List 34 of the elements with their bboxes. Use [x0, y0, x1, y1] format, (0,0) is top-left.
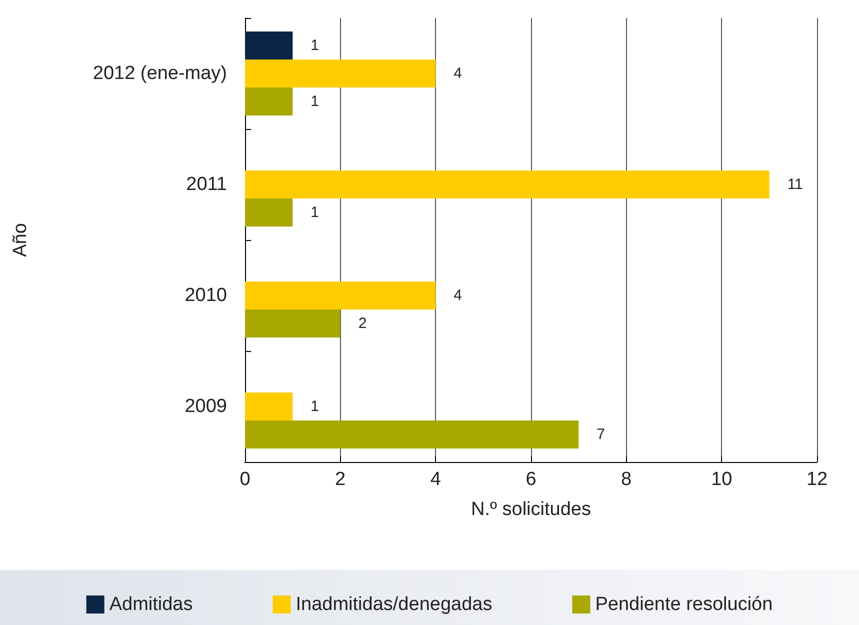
data-label: 11: [787, 176, 803, 193]
bar: [245, 310, 340, 338]
x-tick-label: 10: [711, 469, 732, 490]
x-tick-label: 4: [430, 469, 442, 490]
bar: [245, 60, 436, 88]
x-tick-label: 12: [806, 469, 828, 490]
data-label: 1: [310, 398, 320, 415]
x-tick-label: 6: [526, 469, 536, 490]
data-label: 2: [358, 315, 367, 332]
bar: [245, 420, 579, 448]
legend-label: Pendiente resolución: [595, 594, 773, 615]
y-tick-label: 2010: [184, 285, 227, 306]
bar: [245, 32, 293, 60]
data-label: 1: [310, 204, 320, 221]
data-label: 1: [310, 37, 320, 54]
data-label: 4: [454, 287, 462, 304]
data-label: 4: [454, 65, 462, 82]
x-tick-label: 8: [621, 469, 632, 490]
y-axis-title: Año: [10, 223, 31, 257]
bar: [245, 88, 293, 116]
bar: [245, 392, 293, 420]
y-tick-label: 2011: [186, 174, 227, 195]
bar: [245, 170, 770, 198]
bar: [245, 282, 436, 310]
legend-label: Admitidas: [109, 594, 193, 615]
x-axis-title: N.º solicitudes: [471, 499, 591, 520]
bar: [245, 198, 293, 226]
x-tick-label: 2: [335, 469, 346, 490]
y-tick-label: 2012 (ene-may): [92, 63, 227, 84]
data-label: 7: [596, 426, 606, 443]
data-label: 1: [310, 93, 320, 110]
y-tick-label: 2009: [184, 396, 227, 417]
legend-label: Inadmitidas/denegadas: [296, 594, 492, 615]
x-tick-label: 0: [240, 469, 250, 490]
